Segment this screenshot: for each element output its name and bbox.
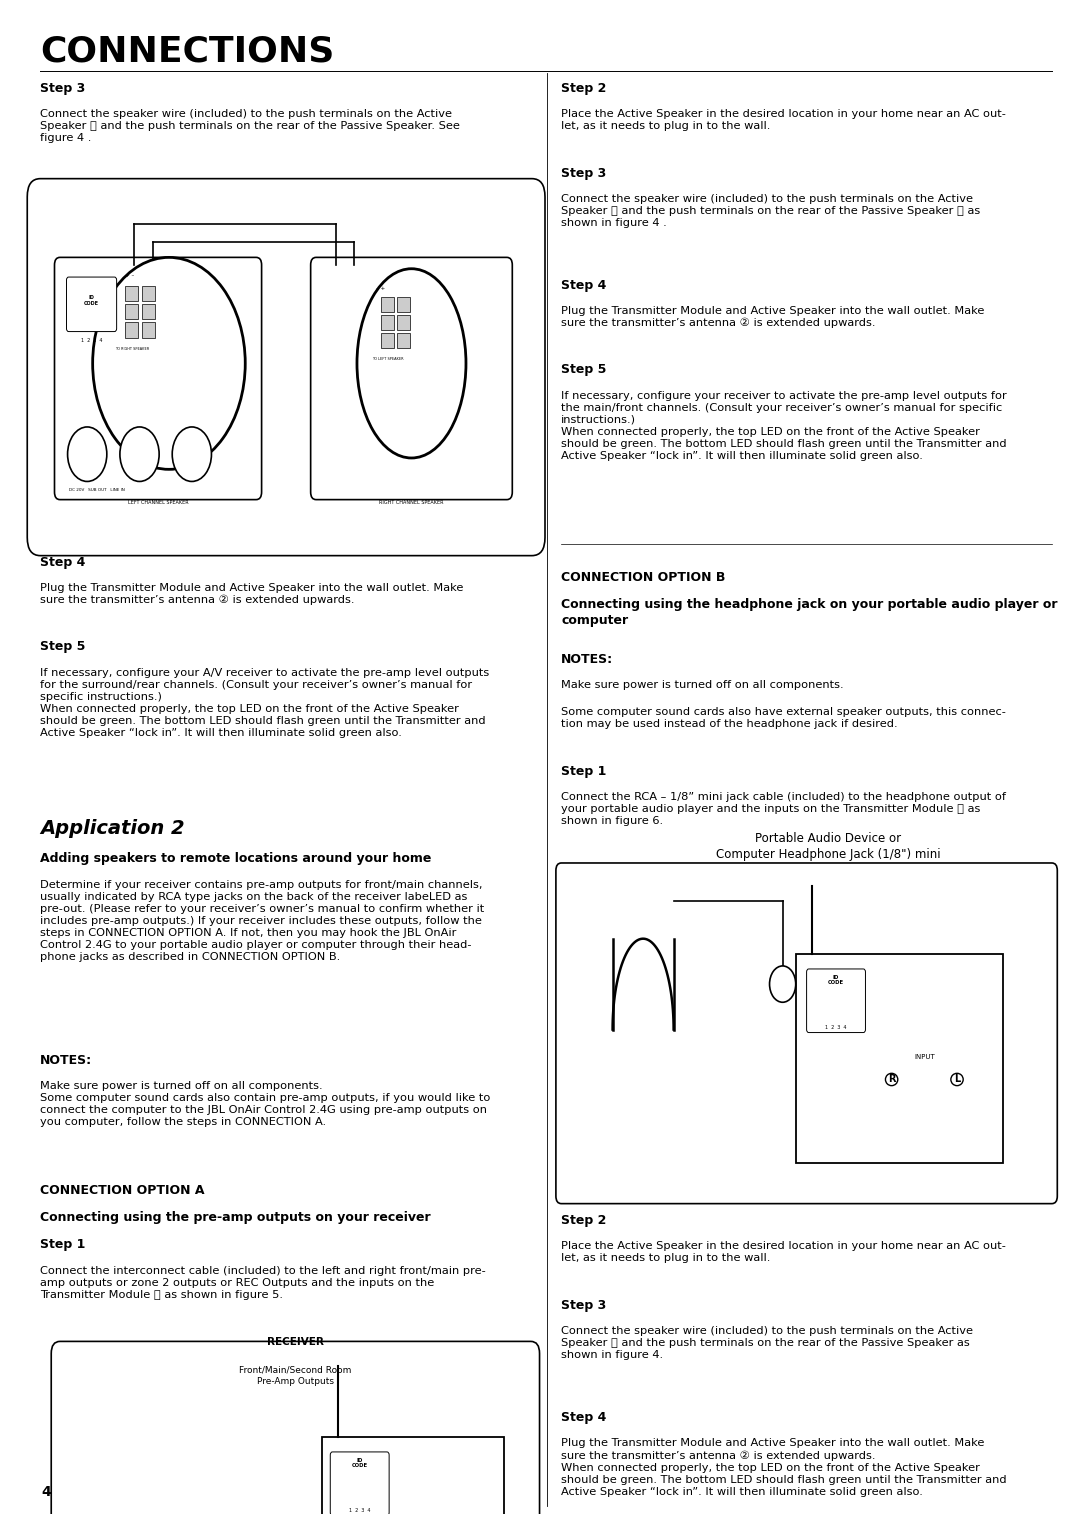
- Text: Application 2: Application 2: [40, 819, 185, 839]
- Text: Plug the Transmitter Module and Active Speaker into the wall outlet. Make
sure t: Plug the Transmitter Module and Active S…: [561, 306, 984, 329]
- Text: Plug the Transmitter Module and Active Speaker into the wall outlet. Make
sure t: Plug the Transmitter Module and Active S…: [561, 1438, 1007, 1497]
- Text: INPUT: INPUT: [913, 1054, 935, 1060]
- Text: DC 20V   SUB OUT   LINE IN: DC 20V SUB OUT LINE IN: [69, 488, 124, 492]
- Text: Connect the RCA – 1/8” mini jack cable (included) to the headphone output of
you: Connect the RCA – 1/8” mini jack cable (…: [561, 792, 1006, 825]
- Bar: [142, 286, 155, 301]
- Text: 1  2  3  4: 1 2 3 4: [349, 1508, 371, 1512]
- Text: Step 4: Step 4: [561, 1411, 607, 1425]
- Text: NOTES:: NOTES:: [561, 653, 614, 666]
- FancyBboxPatch shape: [51, 1341, 540, 1514]
- FancyBboxPatch shape: [330, 1452, 389, 1514]
- Text: L: L: [954, 1075, 960, 1084]
- Text: Connect the speaker wire (included) to the push terminals on the Active
Speaker : Connect the speaker wire (included) to t…: [561, 194, 981, 227]
- Text: CONNECTION OPTION B: CONNECTION OPTION B: [561, 571, 726, 584]
- Circle shape: [93, 257, 245, 469]
- Bar: [142, 322, 155, 338]
- Text: Connecting using the headphone jack on your portable audio player or
computer: Connecting using the headphone jack on y…: [561, 598, 1058, 627]
- Text: R: R: [888, 1075, 895, 1084]
- Text: Place the Active Speaker in the desired location in your home near an AC out-
le: Place the Active Speaker in the desired …: [561, 1241, 1006, 1264]
- Bar: [142, 304, 155, 319]
- Text: NOTES:: NOTES:: [40, 1054, 93, 1067]
- FancyBboxPatch shape: [27, 179, 545, 556]
- Text: RECEIVER: RECEIVER: [267, 1337, 324, 1347]
- Circle shape: [172, 427, 211, 481]
- Text: TO LEFT SPEAKER: TO LEFT SPEAKER: [372, 357, 403, 362]
- FancyBboxPatch shape: [807, 969, 865, 1033]
- Text: Connect the speaker wire (included) to the push terminals on the Active
Speaker : Connect the speaker wire (included) to t…: [40, 109, 460, 142]
- Text: LEFT CHANNEL SPEAKER: LEFT CHANNEL SPEAKER: [128, 500, 189, 504]
- Text: Make sure power is turned off on all components.
Some computer sound cards also : Make sure power is turned off on all com…: [40, 1081, 490, 1126]
- Text: Step 2: Step 2: [561, 1214, 607, 1228]
- Bar: [125, 322, 138, 338]
- Bar: [125, 286, 138, 301]
- Text: ID
CODE: ID CODE: [352, 1458, 367, 1469]
- FancyBboxPatch shape: [311, 257, 512, 500]
- Text: – +: – +: [375, 286, 385, 291]
- Text: Determine if your receiver contains pre-amp outputs for front/main channels,
usu: Determine if your receiver contains pre-…: [40, 880, 485, 961]
- Text: Portable Audio Device or
Computer Headphone Jack (1/8") mini: Portable Audio Device or Computer Headph…: [716, 833, 941, 861]
- FancyBboxPatch shape: [556, 863, 1057, 1204]
- FancyBboxPatch shape: [66, 277, 117, 332]
- Text: Some computer sound cards also have external speaker outputs, this connec-
tion : Some computer sound cards also have exte…: [561, 707, 1006, 730]
- Text: Make sure power is turned off on all components.: Make sure power is turned off on all com…: [561, 680, 844, 690]
- Text: Step 1: Step 1: [40, 1238, 86, 1252]
- Text: If necessary, configure your receiver to activate the pre-amp level outputs for
: If necessary, configure your receiver to…: [561, 391, 1007, 460]
- FancyBboxPatch shape: [54, 257, 262, 500]
- Text: Connect the speaker wire (included) to the push terminals on the Active
Speaker : Connect the speaker wire (included) to t…: [561, 1326, 973, 1360]
- Text: RIGHT CHANNEL SPEAKER: RIGHT CHANNEL SPEAKER: [379, 500, 444, 504]
- Text: Step 5: Step 5: [40, 640, 86, 654]
- Text: Connect the interconnect cable (included) to the left and right front/main pre-
: Connect the interconnect cable (included…: [40, 1266, 486, 1299]
- Bar: [796, 954, 1003, 1163]
- Text: Step 5: Step 5: [561, 363, 607, 377]
- Text: + –: + –: [125, 273, 134, 277]
- Bar: [398, 297, 410, 312]
- Text: Place the Active Speaker in the desired location in your home near an AC out-
le: Place the Active Speaker in the desired …: [561, 109, 1006, 132]
- Text: Connecting using the pre-amp outputs on your receiver: Connecting using the pre-amp outputs on …: [40, 1211, 431, 1225]
- Text: Step 3: Step 3: [561, 167, 607, 180]
- Text: Step 2: Step 2: [561, 82, 607, 95]
- Text: Plug the Transmitter Module and Active Speaker into the wall outlet. Make
sure t: Plug the Transmitter Module and Active S…: [40, 583, 463, 606]
- Text: Front/Main/Second Room
Pre-Amp Outputs: Front/Main/Second Room Pre-Amp Outputs: [239, 1366, 352, 1385]
- Text: ID
CODE: ID CODE: [828, 975, 844, 986]
- Bar: [398, 315, 410, 330]
- Bar: [398, 333, 410, 348]
- Text: ID
CODE: ID CODE: [84, 295, 99, 306]
- Circle shape: [120, 427, 159, 481]
- Bar: [382, 315, 395, 330]
- Text: Step 4: Step 4: [561, 279, 607, 292]
- Text: Step 3: Step 3: [561, 1299, 607, 1313]
- Text: CONNECTIONS: CONNECTIONS: [40, 35, 335, 68]
- Text: Step 3: Step 3: [40, 82, 86, 95]
- Text: 4: 4: [41, 1485, 51, 1499]
- Circle shape: [770, 966, 796, 1002]
- Text: Step 4: Step 4: [40, 556, 86, 569]
- Ellipse shape: [358, 269, 467, 459]
- Text: If necessary, configure your A/V receiver to activate the pre-amp level outputs
: If necessary, configure your A/V receive…: [40, 668, 489, 737]
- Text: 1  2  3  4: 1 2 3 4: [81, 338, 102, 342]
- Text: TO RIGHT SPEAKER: TO RIGHT SPEAKER: [114, 347, 149, 351]
- Bar: [125, 304, 138, 319]
- Text: Adding speakers to remote locations around your home: Adding speakers to remote locations arou…: [40, 852, 432, 866]
- Text: CONNECTION OPTION A: CONNECTION OPTION A: [40, 1184, 205, 1198]
- Bar: [322, 1437, 504, 1514]
- Bar: [382, 333, 395, 348]
- Text: 1  2  3  4: 1 2 3 4: [825, 1025, 847, 1030]
- Bar: [382, 297, 395, 312]
- Circle shape: [68, 427, 107, 481]
- Text: Step 1: Step 1: [561, 765, 607, 778]
